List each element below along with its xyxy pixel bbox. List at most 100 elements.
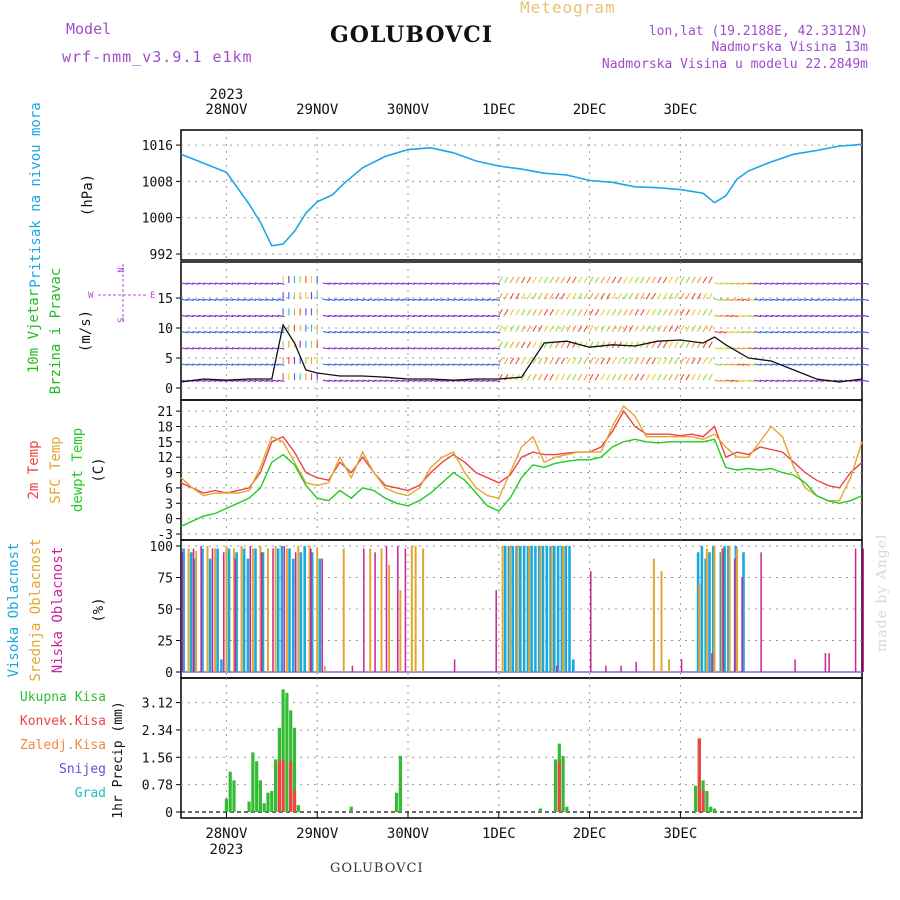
wind-barb-mark [776,379,784,382]
precip-series-0-bar [296,805,300,812]
wind-barb-mark [685,292,691,300]
pressure-ytick-label: 1000 [142,212,173,227]
wind-barb-mark [839,363,847,366]
wind-barb-mark [356,347,364,350]
wind-barb-mark [543,292,549,300]
wind-barb-mark [645,325,651,332]
wind-barb-mark [725,298,733,301]
wind-barb-mark [487,379,495,382]
wind-barb-mark [254,347,262,350]
wind-barb-mark [362,379,370,382]
wind-barb-mark [203,282,211,285]
wind-barb-mark [214,282,222,285]
wind-barb-mark [430,363,438,366]
wind-barb-mark [419,331,427,334]
wind-barb-mark [583,309,588,316]
precip-legend-0: Ukupna Kisa [20,690,106,705]
wind-barb-mark [662,276,668,284]
wind-barb-mark [322,298,330,301]
wind-barb-mark [345,314,353,318]
wind-barb-mark [617,325,622,332]
cloud-ytick-label: 75 [157,572,173,587]
wind-barb-mark [833,298,841,301]
wind-barb-mark [526,373,532,381]
wind-barb-mark [515,341,520,349]
wind-barb-mark [611,276,617,284]
wind-barb-mark [594,325,600,332]
wind-barb-mark [385,314,393,318]
wind-barb-mark [737,363,745,366]
wind-barb-mark [470,363,478,366]
wind-barb-mark [526,276,532,284]
wind-barb-mark [788,314,796,318]
wind-barb-mark [413,347,421,350]
wind-barb-mark [651,341,656,349]
wind-barb-mark [249,331,257,334]
pressure-ytick-label: 1016 [142,139,173,154]
wind-barb-mark [515,357,520,365]
wind-barb-mark [628,325,634,332]
wind-barb-mark [679,292,685,300]
wind-barb-mark [668,357,673,365]
wind-barb-mark [725,331,733,334]
wind-barb-mark [277,363,285,366]
wind-barb-mark [634,357,639,365]
wind-barb-mark [503,373,509,381]
precip-series-0-bar [553,759,558,812]
wind-barb-mark [731,347,739,350]
wind-barb-mark [628,373,634,381]
wind-barb-mark [322,314,330,318]
wind-barb-mark [436,331,444,334]
wind-barb-mark [805,347,813,350]
wind-barb-mark [623,276,628,284]
wind-barb-mark [856,379,864,382]
top-date-label: 3DEC [664,102,698,118]
wind-barb-mark [441,379,449,382]
wind-barb-mark [720,282,728,285]
wind-barb-mark [509,373,515,381]
precip-series-0-bar [709,806,713,812]
wind-barb-mark [771,379,779,382]
wind-barb-mark [782,298,790,301]
wind-barb-mark [679,373,685,381]
wind-barb-mark [413,298,421,301]
wind-barb-mark [737,331,745,334]
wind-barb-mark [572,309,577,316]
wind-barb-mark [657,357,662,365]
wind-barb-mark [192,363,200,366]
wind-barb-mark [231,282,240,285]
wind-barb-mark [197,314,205,318]
pressure-unit-label: (hPa) [80,174,96,216]
wind-barb-mark [600,309,605,316]
compass-e-label: E [150,291,155,301]
temperature-ytick-label: 15 [157,436,173,451]
wind-barb-mark [782,331,790,334]
wind-barb-mark [266,347,274,350]
wind-barb-mark [617,373,622,381]
wind-barb-mark [810,379,818,382]
wind-barb-mark [441,331,449,334]
wind-barb-mark [266,331,274,334]
precip-legend-4: Grad [75,786,106,801]
wind-barb-mark [765,379,773,382]
wind-barb-mark [560,357,566,365]
wind-barb-mark [861,331,869,334]
wind-barb-mark [464,314,472,318]
wind-barb-mark [532,373,537,381]
wind-barb-mark [583,325,588,332]
wind-barb-mark [322,363,330,366]
temperature-ytick-label: 12 [157,451,173,466]
wind-barb-mark [186,363,194,366]
wind-barb-mark [606,309,611,316]
wind-barb-mark [413,331,421,334]
wind-barb-mark [799,298,807,301]
wind-barb-mark [759,298,767,301]
top-date-label: 2DEC [573,102,607,118]
wind-barb-mark [748,314,756,318]
wind-barb-mark [260,379,268,382]
wind-barb-mark [197,347,205,350]
wind-barb-mark [685,309,691,316]
wind-barb-mark [277,282,285,285]
wind-barb-mark [186,347,194,350]
wind-barb-mark [572,373,577,381]
